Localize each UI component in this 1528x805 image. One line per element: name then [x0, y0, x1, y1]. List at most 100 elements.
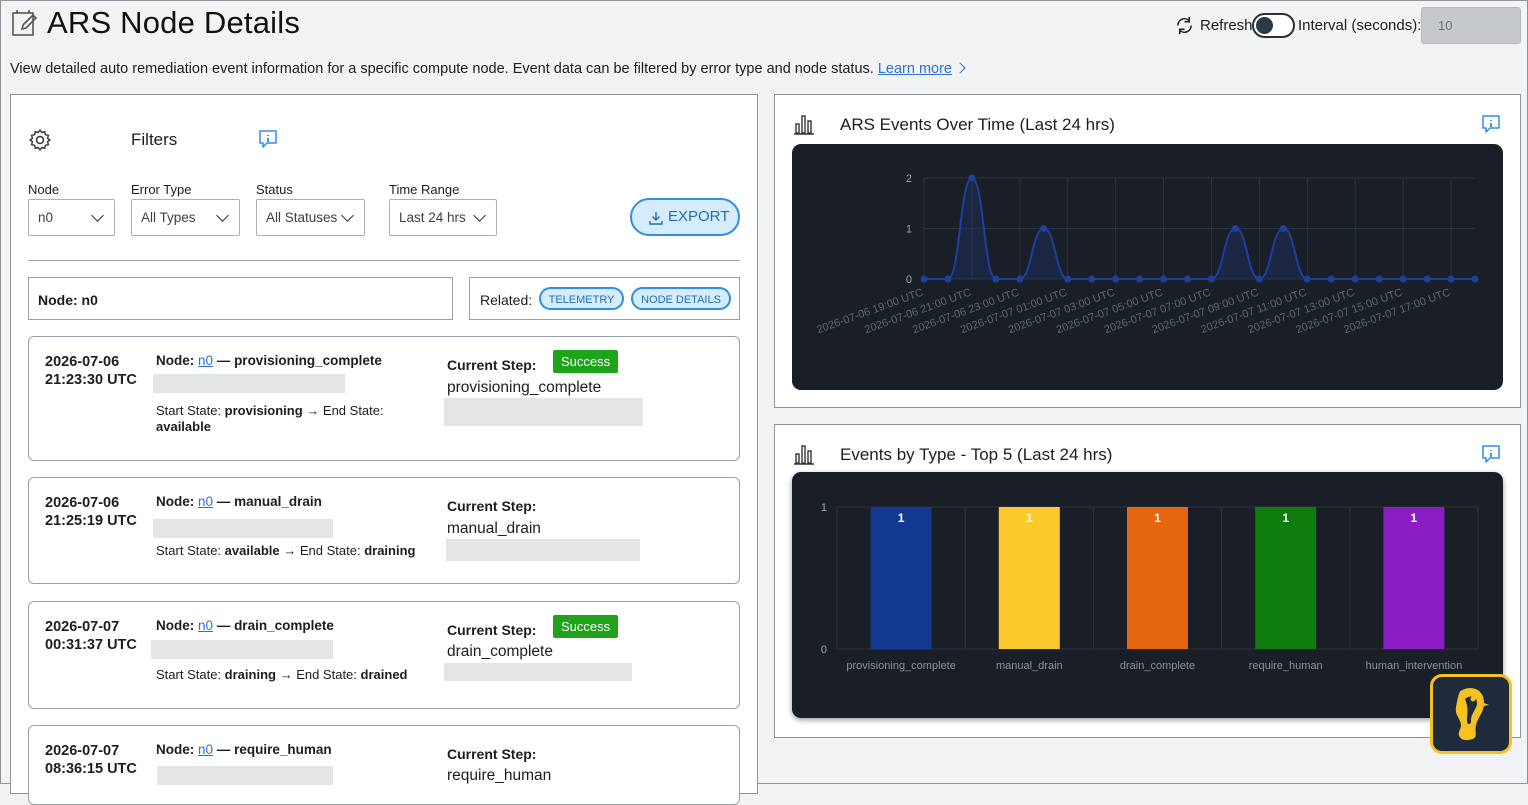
- current-step-value: manual_drain: [447, 520, 541, 537]
- interval-input[interactable]: 10: [1421, 7, 1521, 44]
- info-icon[interactable]: [1481, 444, 1501, 464]
- data-label: 1: [1026, 511, 1033, 525]
- event-card[interactable]: 2026-07-07 08:36:15 UTC Node: n0 — requir…: [28, 725, 740, 805]
- event-timestamp: 2026-07-07 00:31:37 UTC: [45, 618, 137, 654]
- event-heading: Node: n0 — drain_complete: [156, 618, 334, 633]
- refresh-toggle[interactable]: [1252, 13, 1295, 38]
- end-state-label: → End State:: [279, 667, 357, 682]
- data-point: [1160, 275, 1168, 283]
- current-step-value: drain_complete: [447, 643, 553, 660]
- bar-drain-complete: [1127, 507, 1188, 649]
- current-step-value: require_human: [447, 767, 552, 784]
- assistant-launcher[interactable]: [1430, 674, 1512, 754]
- redacted-bar: [153, 519, 333, 538]
- info-icon[interactable]: [1481, 114, 1501, 134]
- node-link[interactable]: n0: [198, 742, 214, 757]
- time-range-select-value: Last 24 hrs: [399, 210, 466, 225]
- filters-title: Filters: [131, 130, 178, 149]
- data-point: [1112, 275, 1120, 283]
- telemetry-link-button[interactable]: TELEMETRY: [539, 287, 624, 310]
- start-state-label: Start State:: [156, 403, 222, 418]
- event-time: 21:23:30 UTC: [45, 372, 137, 388]
- current-step-value: provisioning_complete: [447, 379, 602, 396]
- start-state: draining: [224, 667, 276, 682]
- status-select[interactable]: All Statuses: [256, 199, 365, 236]
- redacted-bar: [153, 374, 345, 393]
- event-name: — manual_drain: [216, 494, 322, 509]
- data-point: [1255, 275, 1263, 283]
- data-point: [1207, 275, 1215, 283]
- bar-provisioning-complete: [870, 507, 932, 649]
- error-type-select[interactable]: All Types: [131, 199, 240, 236]
- line-chart-container: 0 1 2 2026-07-06 19:00 UTC 2026-07-06 21:00 …: [792, 144, 1503, 390]
- bar-manual-drain: [998, 507, 1060, 649]
- redacted-bar: [157, 766, 333, 785]
- data-point: [1184, 275, 1192, 283]
- event-date: 2026-07-07: [45, 619, 120, 635]
- start-state-label: Start State:: [156, 543, 222, 558]
- node-prefix: Node:: [156, 494, 195, 509]
- status-badge-text: Success: [553, 350, 619, 373]
- event-timestamp: 2026-07-06 21:25:19 UTC: [45, 494, 137, 530]
- gear-icon[interactable]: [28, 128, 52, 152]
- node-select[interactable]: n0: [28, 199, 115, 236]
- bar-chart-icon: [794, 115, 814, 135]
- event-heading: Node: n0 — manual_drain: [156, 494, 322, 509]
- page-description: View detailed auto remediation event inf…: [10, 61, 966, 77]
- y-tick-label: 1: [906, 224, 912, 236]
- x-tick-label: drain_complete: [1120, 660, 1195, 672]
- current-step-label: Current Step:: [447, 746, 537, 762]
- related-label: Related:: [480, 292, 533, 308]
- chevron-down-icon: [341, 209, 354, 222]
- event-date: 2026-07-06: [45, 495, 120, 511]
- event-card[interactable]: 2026-07-06 21:23:30 UTC Node: n0 — provis…: [28, 336, 740, 461]
- event-time: 21:25:19 UTC: [45, 513, 137, 529]
- data-point: [1447, 275, 1455, 283]
- export-button[interactable]: EXPORT: [630, 198, 740, 236]
- event-states: Start State: provisioning → End State: a…: [156, 403, 416, 435]
- status-badge-text: Success: [553, 615, 619, 638]
- end-state: drained: [360, 667, 408, 682]
- start-state: available: [224, 543, 280, 558]
- redacted-bar: [151, 640, 333, 659]
- time-range-filter-label: Time Range: [389, 182, 460, 197]
- data-label: 1: [1282, 511, 1289, 525]
- learn-more-link[interactable]: Learn more: [877, 61, 952, 77]
- status-filter-label: Status: [256, 182, 293, 197]
- start-state: provisioning: [224, 403, 303, 418]
- penguin-icon: [1453, 686, 1489, 743]
- data-point: [1088, 275, 1096, 283]
- export-label: EXPORT: [668, 208, 730, 225]
- event-states: Start State: draining → End State: drain…: [156, 667, 408, 683]
- current-step-label: Current Step:: [447, 622, 537, 638]
- end-state-label: → End State:: [306, 403, 384, 418]
- info-icon[interactable]: [258, 129, 278, 149]
- data-point: [920, 275, 928, 283]
- redacted-bar: [444, 663, 632, 681]
- data-label: 1: [1411, 511, 1418, 525]
- related-links: Related: TELEMETRY NODE DETAILS: [469, 277, 740, 320]
- refresh-icon[interactable]: [1174, 15, 1195, 36]
- event-card[interactable]: 2026-07-07 00:31:37 UTC Node: n0 — drain_…: [28, 601, 740, 709]
- node-link[interactable]: n0: [198, 353, 214, 368]
- chart-title: ARS Events Over Time (Last 24 hrs): [840, 115, 1115, 134]
- data-label: 1: [1154, 511, 1161, 525]
- x-tick-label: provisioning_complete: [846, 660, 955, 672]
- chevron-right-icon: [954, 62, 966, 74]
- filters-divider: [28, 260, 740, 261]
- redacted-bar: [446, 539, 640, 561]
- time-range-select[interactable]: Last 24 hrs: [389, 199, 497, 236]
- node-select-value: n0: [38, 210, 54, 225]
- event-name: — provisioning_complete: [216, 353, 382, 368]
- status-badge: Success: [553, 350, 619, 373]
- event-card[interactable]: 2026-07-06 21:25:19 UTC Node: n0 — manual…: [28, 477, 740, 584]
- bar-chart-container: 0 1 1 provisioning_complete 1 manual_drain 1 dr…: [792, 472, 1503, 718]
- node-prefix: Node:: [156, 353, 195, 368]
- download-icon: [649, 212, 663, 225]
- node-link[interactable]: n0: [198, 618, 214, 633]
- node-link[interactable]: n0: [198, 494, 214, 509]
- y-tick-label: 0: [906, 274, 912, 286]
- node-details-link-button[interactable]: NODE DETAILS: [631, 287, 731, 310]
- data-label: 1: [898, 511, 905, 525]
